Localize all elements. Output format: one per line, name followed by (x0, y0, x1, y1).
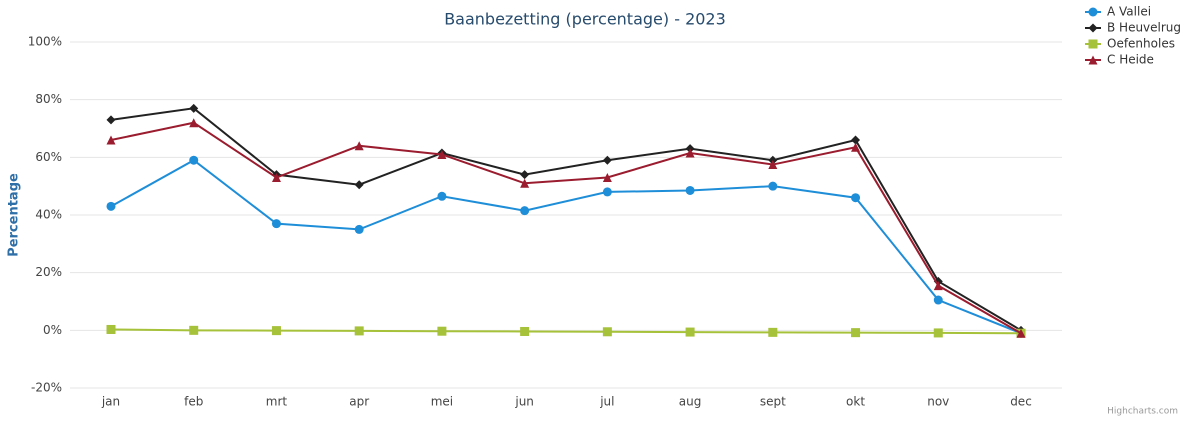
marker (1016, 328, 1026, 338)
x-tick-label: sept (760, 395, 786, 409)
marker (354, 224, 364, 234)
series-line (110, 159, 1022, 335)
x-tick-label: jul (599, 395, 614, 409)
series-line (110, 121, 1022, 335)
y-tick-label: 80% (35, 92, 62, 106)
x-tick-label: dec (1010, 395, 1032, 409)
marker (685, 327, 695, 337)
x-tick-label: okt (846, 395, 865, 409)
legend-label: Oefenholes (1107, 37, 1175, 51)
x-tick-label: jan (101, 395, 120, 409)
legend-marker (1088, 39, 1098, 49)
marker (189, 155, 199, 165)
marker (602, 155, 612, 165)
legend-label: C Heide (1107, 53, 1154, 67)
x-tick-label: mrt (266, 395, 288, 409)
y-axis-label: Percentage (7, 173, 22, 257)
marker (602, 187, 612, 197)
marker (354, 326, 364, 336)
marker (933, 281, 943, 291)
x-tick-label: jun (514, 395, 534, 409)
marker (106, 135, 116, 145)
y-tick-label: 60% (35, 150, 62, 164)
y-tick-label: -20% (31, 381, 62, 395)
y-tick-label: 40% (35, 208, 62, 222)
marker (271, 326, 281, 336)
marker (520, 170, 530, 180)
marker (851, 193, 861, 203)
legend-label: B Heuvelrug (1107, 21, 1181, 35)
marker (685, 185, 695, 195)
legend-marker (1088, 23, 1098, 33)
marker (189, 103, 199, 113)
marker (602, 173, 612, 183)
y-tick-label: 20% (35, 265, 62, 279)
marker (768, 160, 778, 170)
marker (437, 191, 447, 201)
marker (602, 327, 612, 337)
series-line (110, 107, 1022, 332)
marker (520, 206, 530, 216)
marker (106, 324, 116, 334)
marker (437, 326, 447, 336)
legend-marker (1088, 55, 1098, 65)
marker (933, 328, 943, 338)
y-tick-label: 0% (43, 323, 62, 337)
marker (271, 173, 281, 183)
x-tick-label: mei (431, 395, 453, 409)
marker (520, 326, 530, 336)
x-tick-label: aug (679, 395, 702, 409)
marker (933, 295, 943, 305)
marker (189, 325, 199, 335)
marker (271, 219, 281, 229)
series-line (110, 328, 1022, 335)
legend-marker (1088, 7, 1098, 17)
marker (851, 328, 861, 338)
marker (437, 149, 447, 159)
marker (354, 180, 364, 190)
marker (354, 141, 364, 151)
marker (768, 181, 778, 191)
marker (685, 148, 695, 158)
x-tick-label: apr (349, 395, 369, 409)
marker (520, 178, 530, 188)
legend-label: A Vallei (1107, 5, 1151, 19)
x-tick-label: feb (184, 395, 203, 409)
marker (189, 118, 199, 128)
x-tick-label: nov (927, 395, 949, 409)
credit: Highcharts.com (1107, 407, 1178, 417)
y-tick-label: 100% (28, 35, 62, 49)
marker (768, 327, 778, 337)
marker (106, 201, 116, 211)
marker (106, 115, 116, 125)
chart-title: Baanbezetting (percentage) - 2023 (444, 10, 726, 29)
marker (851, 135, 861, 145)
marker (851, 142, 861, 152)
